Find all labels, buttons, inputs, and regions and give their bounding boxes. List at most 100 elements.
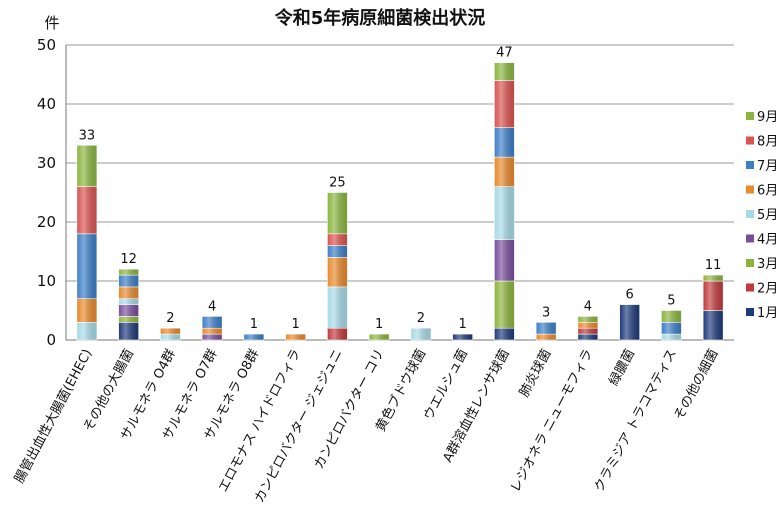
legend-label: 9月 — [757, 110, 778, 125]
bar-total-label: 1 — [291, 317, 299, 332]
x-tick-label: エロモナス ハイドロフィラ — [216, 347, 304, 495]
legend-label: 4月 — [757, 233, 778, 248]
bar-segment-shade — [118, 322, 139, 340]
legend-swatch — [746, 136, 754, 145]
x-tick-label: クラミジア トラコマティス — [592, 347, 680, 495]
legend-swatch — [746, 308, 754, 316]
x-tick-label: 肺炎球菌 — [517, 347, 555, 400]
bar-total-label: 2 — [166, 311, 174, 326]
y-axis-ticks: 0 10 20 30 40 50 — [37, 36, 56, 349]
bar-total-label: 1 — [458, 317, 466, 332]
y-tick-label: 10 — [37, 272, 56, 290]
bar-segment-shade — [160, 334, 181, 340]
x-tick-label: 緑膿菌 — [607, 347, 639, 388]
x-tick-label: レジオネラ ニューモフィラ — [508, 347, 596, 495]
bar-total-label: 1 — [250, 317, 258, 332]
bar-segment-shade — [661, 322, 682, 335]
bar-segment-shade — [327, 192, 348, 234]
bar-total-label: 4 — [584, 299, 592, 314]
bar-segment-shade — [494, 62, 515, 81]
bar-segment-shade — [76, 145, 97, 187]
bar-segment-shade — [703, 281, 724, 311]
bar-segment-shade — [118, 316, 139, 323]
bar-segment-shade — [494, 80, 515, 128]
legend-label: 6月 — [757, 184, 778, 199]
bar-segment-shade — [327, 286, 348, 329]
legend-swatch — [746, 259, 754, 267]
bar-segment-shade — [494, 281, 515, 329]
bar-segment-shade — [369, 334, 390, 340]
bar-segment-shade — [661, 334, 682, 340]
bar-total-label: 25 — [329, 176, 346, 191]
x-tick-label: 腸管出血性大腸菌(EHEC) — [12, 347, 95, 486]
bar-segment-shade — [202, 334, 223, 340]
bar-segment-shade — [577, 334, 598, 340]
bar-segment-shade — [202, 328, 223, 335]
bar-total-label: 12 — [120, 252, 137, 267]
bar-total-label: 3 — [542, 305, 550, 320]
bar-segment-shade — [327, 328, 348, 340]
legend-label: 5月 — [757, 208, 778, 223]
x-tick-label: ウエルシュ菌 — [421, 347, 471, 423]
bar-segment-shade — [661, 310, 682, 323]
legend-label: 3月 — [757, 257, 778, 272]
bar-total-label: 1 — [375, 317, 383, 332]
legend-swatch — [746, 161, 754, 169]
bar-segment-shade — [494, 127, 515, 158]
bar-segment-shade — [327, 245, 348, 258]
bar-segment-shade — [536, 334, 557, 340]
legend-label: 1月 — [757, 306, 778, 321]
bar-total-label: 5 — [667, 294, 675, 309]
bar-segment-shade — [577, 328, 598, 335]
bar-segment-shade — [703, 310, 724, 340]
bar-total-label: 33 — [79, 128, 96, 143]
legend-label: 7月 — [757, 159, 778, 174]
bar-total-label: 2 — [417, 311, 425, 326]
bar-segment-shade — [202, 316, 223, 329]
chart-title: 令和5年病原細菌検出状況 — [274, 7, 486, 29]
bar-segment-shade — [536, 322, 557, 335]
bar-total-label: 4 — [208, 299, 216, 314]
bar-segment-shade — [118, 298, 139, 305]
bar-segment-shade — [494, 186, 515, 240]
bar-segment-shade — [494, 239, 515, 281]
bar-segment-shade — [243, 334, 264, 340]
legend-label: 2月 — [757, 282, 778, 297]
y-tick-label: 20 — [37, 213, 56, 231]
legend-swatch — [746, 210, 754, 218]
gridlines — [65, 44, 734, 341]
bar-segment-shade — [76, 186, 97, 234]
bar-total-label: 11 — [705, 258, 722, 273]
bar-segment-shade — [410, 328, 431, 340]
bar-segment-shade — [118, 286, 139, 299]
bar-segment-shade — [76, 322, 97, 340]
legend-swatch — [746, 112, 754, 120]
bar-total-label: 6 — [625, 288, 633, 303]
x-tick-label: その他の細菌 — [672, 347, 722, 423]
y-axis-unit-label: 件 — [44, 14, 59, 32]
bar-segment-shade — [285, 334, 306, 340]
legend-swatch — [746, 185, 754, 194]
bar-segment-shade — [703, 275, 724, 281]
y-tick-label: 30 — [37, 154, 56, 172]
bar-segment-shade — [160, 328, 181, 335]
bar-segment-shade — [118, 269, 139, 276]
bar-segment-shade — [494, 328, 515, 340]
bar-segment-shade — [327, 233, 348, 246]
legend-swatch — [746, 234, 754, 243]
bar-segment-shade — [118, 304, 139, 317]
bar-segment-shade — [327, 257, 348, 287]
bar-segment-shade — [118, 275, 139, 287]
y-tick-label: 0 — [46, 331, 56, 349]
bar-segment-shade — [494, 157, 515, 187]
y-tick-label: 50 — [37, 36, 56, 54]
legend-label: 8月 — [757, 135, 778, 150]
legend: 9月 8月 7月 6月 5月 4月 3月 2月 1月 — [746, 110, 778, 321]
bar-total-label: 47 — [496, 46, 513, 61]
bar-segment-shade — [577, 316, 598, 323]
legend-swatch — [746, 283, 754, 292]
bar-segment-shade — [619, 304, 640, 340]
